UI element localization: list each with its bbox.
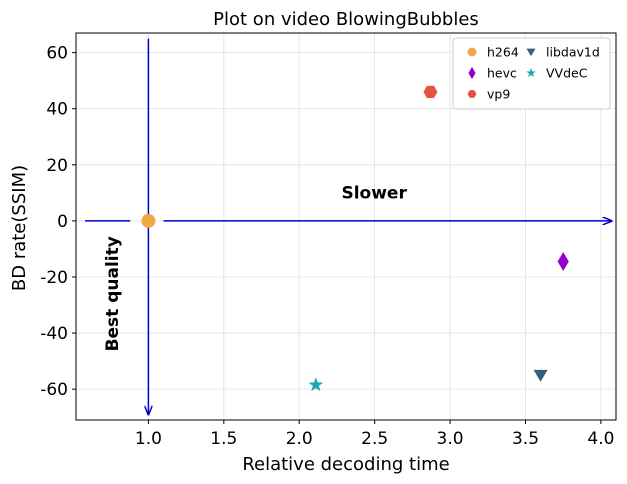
data-point-vvdec [308,377,324,392]
data-point-libdav1d [533,369,548,382]
y-tick-label: 40 [46,100,68,120]
annotations: Slower Best quality [103,183,407,351]
data-point-hevc [557,252,569,272]
x-tick-label: 1.5 [210,429,237,449]
legend-marker-h264 [467,47,477,57]
x-tick-label: 2.5 [361,429,388,449]
y-tick-label: 0 [57,212,68,232]
legend-label: vp9 [487,87,510,102]
y-tick-label: 60 [46,44,68,64]
plot-frame [75,32,617,421]
annotation-best-quality: Best quality [103,236,123,351]
y-tick-label: -40 [40,324,68,344]
y-tick-label: -60 [40,380,68,400]
legend-label: VVdeC [546,66,588,81]
x-axis-label: Relative decoding time [242,454,449,475]
legend-marker-vvdec [526,68,536,78]
data-point-vp9 [423,85,438,98]
x-axis-ticks: 1.0 1.5 2.0 2.5 3.0 3.5 4.0 [135,420,614,449]
legend: h264 hevc vp9 libdav1d VVdeC [452,37,611,110]
data-point-h264 [141,213,156,228]
x-tick-label: 4.0 [587,429,614,449]
legend-marker-vp9 [467,90,477,98]
legend-marker-hevc [468,66,476,80]
data-points [141,85,569,392]
x-tick-label: 2.0 [286,429,313,449]
y-tick-label: 20 [46,156,68,176]
legend-marker-libdav1d [526,48,536,57]
y-axis-label: BD rate(SSIM) [9,165,30,291]
legend-label: hevc [487,66,517,81]
y-axis-ticks: 60 40 20 0 -20 -40 -60 [40,44,76,400]
annotation-slower: Slower [341,183,407,203]
x-tick-label: 3.0 [437,429,464,449]
x-tick-label: 1.0 [135,429,162,449]
legend-label: h264 [487,45,519,60]
chart-title: Plot on video BlowingBubbles [213,9,479,30]
y-tick-label: -20 [40,268,68,288]
legend-label: libdav1d [546,45,600,60]
x-tick-label: 3.5 [512,429,539,449]
